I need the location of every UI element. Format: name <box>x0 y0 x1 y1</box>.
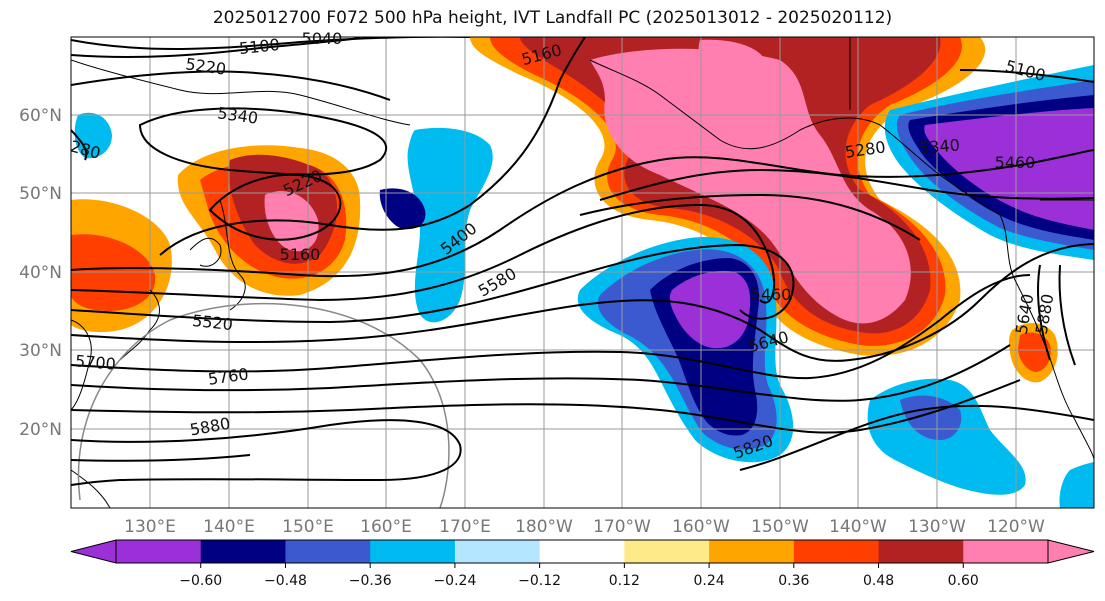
contour-label: 5100 <box>238 35 280 58</box>
range-ring <box>77 302 450 508</box>
contour-label: 5520 <box>191 311 233 334</box>
contour-label: 5160 <box>280 245 321 264</box>
colorbar-tick-label: −0.60 <box>179 573 222 589</box>
contour-label: 5460 <box>751 285 792 304</box>
map-title: 2025012700 F072 500 hPa height, IVT Land… <box>212 8 893 28</box>
lon-label: 130°W <box>908 517 966 537</box>
colorbar-segment <box>454 540 541 563</box>
lon-label: 150°W <box>751 517 809 537</box>
colorbar-extend-max <box>1047 539 1095 564</box>
colorbar-tick-label: −0.12 <box>518 573 561 589</box>
longitude-labels: 130°E 140°E 150°E 160°E 170°E 180°W 170°W 160°W… <box>124 517 1045 537</box>
colorbar-tick-label: −0.24 <box>433 573 476 589</box>
colorbar-tick-label: −0.48 <box>264 573 307 589</box>
latitude-labels: 60°N 50°N 40°N 30°N 20°N <box>19 106 62 440</box>
lat-label: 50°N <box>19 184 62 204</box>
contour-label: 5340 <box>918 135 960 157</box>
graticule <box>71 37 1094 508</box>
lon-label: 180°W <box>515 517 573 537</box>
colorbar-segment <box>285 540 371 563</box>
lat-label: 20°N <box>19 420 62 440</box>
colorbar-tick-labels: −0.60 −0.48 −0.36 −0.24 −0.12 0.12 0.24 0.36 0.4… <box>179 563 979 589</box>
lon-label: 140°E <box>203 517 255 537</box>
colorbar-segment <box>624 540 710 563</box>
map-frame <box>70 36 1095 509</box>
contour-label: 5700 <box>74 351 116 373</box>
lon-label: 170°E <box>439 517 491 537</box>
colorbar-tick-label: 0.24 <box>694 573 725 589</box>
colorbar-tick-label: −0.36 <box>349 573 392 589</box>
colorbar-segment <box>793 540 880 563</box>
colorbar-segment <box>539 540 625 563</box>
colorbar-segment <box>116 540 202 563</box>
colorbar-tick-label: 0.48 <box>863 573 894 589</box>
colorbar-segment <box>709 540 795 563</box>
colorbar-segment <box>963 540 1049 563</box>
lon-label: 160°W <box>672 517 730 537</box>
lon-label: 150°E <box>282 517 334 537</box>
lon-label: 120°W <box>987 517 1045 537</box>
colorbar-segment <box>878 540 964 563</box>
colorbar-extend-min <box>70 539 117 564</box>
colorbar-segment <box>370 540 456 563</box>
lon-label: 170°W <box>593 517 651 537</box>
colorbar-segment <box>200 540 286 563</box>
lat-label: 60°N <box>19 106 62 126</box>
colorbar-tick-label: 0.60 <box>948 573 979 589</box>
lat-label: 30°N <box>19 341 62 361</box>
contour-label: 5040 <box>302 29 343 48</box>
height-contours <box>71 37 1094 486</box>
lat-label: 40°N <box>19 263 62 283</box>
ivt-shading <box>71 37 1094 508</box>
lon-label: 140°W <box>829 517 887 537</box>
contour-label: 5460 <box>995 153 1036 172</box>
colorbar <box>70 539 1095 564</box>
colorbar-tick-label: 0.36 <box>778 573 809 589</box>
lon-label: 160°E <box>360 517 412 537</box>
colorbar-tick-label: 0.12 <box>609 573 640 589</box>
lon-label: 130°E <box>124 517 176 537</box>
